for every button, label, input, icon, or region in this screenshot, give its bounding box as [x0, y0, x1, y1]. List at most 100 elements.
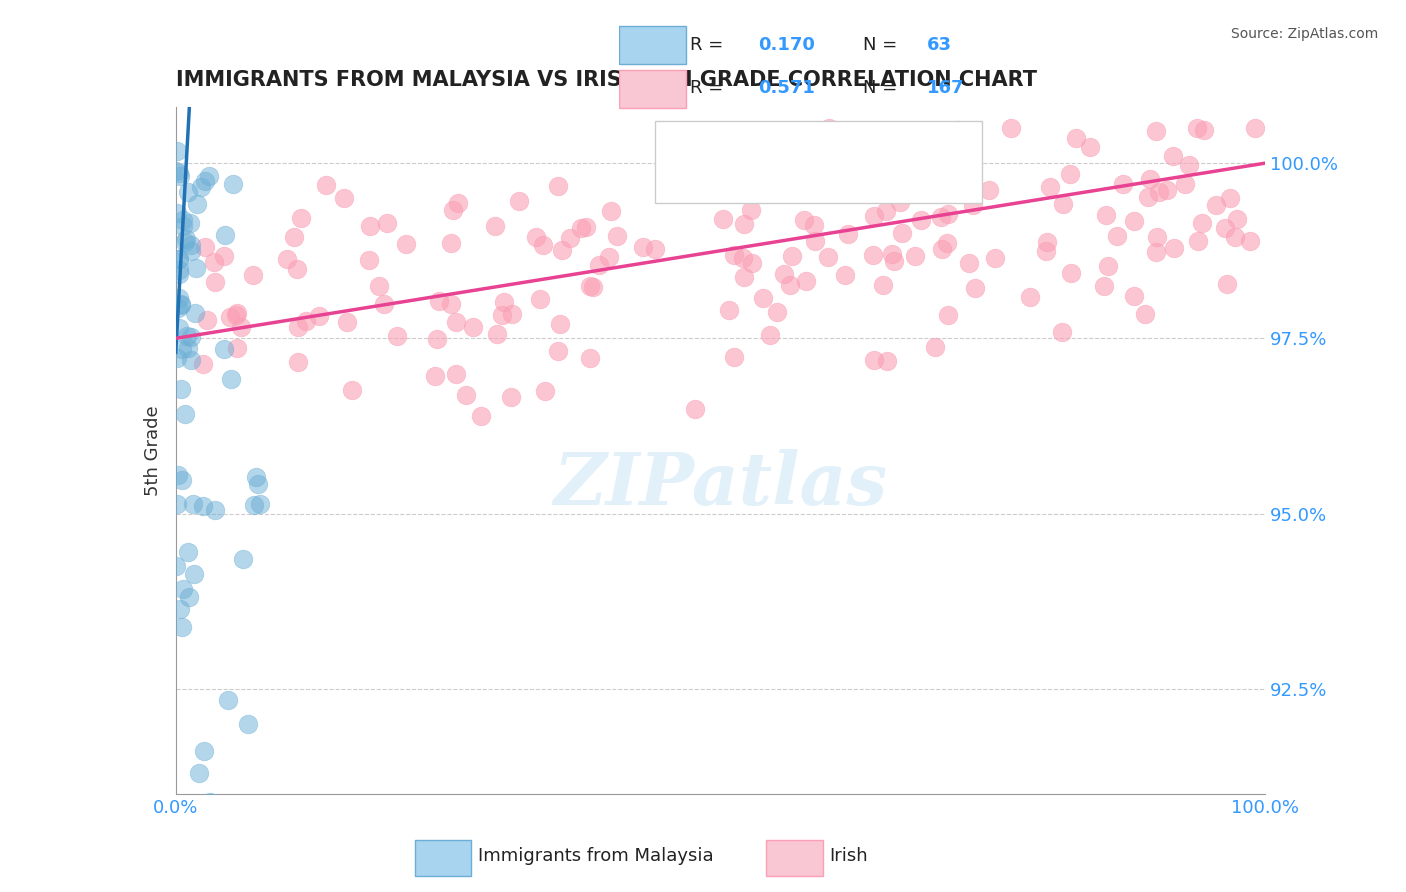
- Point: [492, 295, 515, 310]
- Point: [167, 321, 190, 335]
- Point: [170, 620, 193, 634]
- Point: [862, 247, 884, 261]
- Point: [793, 213, 815, 227]
- Point: [534, 384, 557, 399]
- Point: [723, 248, 745, 262]
- Point: [315, 178, 337, 193]
- Point: [1050, 325, 1073, 339]
- Text: Source: ZipAtlas.com: Source: ZipAtlas.com: [1230, 27, 1378, 41]
- Point: [1163, 241, 1185, 255]
- Point: [560, 231, 582, 245]
- Point: [548, 318, 571, 332]
- Point: [440, 236, 463, 251]
- Point: [931, 242, 953, 256]
- Point: [766, 304, 789, 318]
- Text: R =: R =: [690, 79, 730, 97]
- Point: [167, 252, 190, 267]
- Point: [1133, 307, 1156, 321]
- Point: [188, 766, 211, 780]
- Text: N =: N =: [863, 37, 903, 54]
- Point: [741, 256, 763, 270]
- Point: [582, 280, 605, 294]
- Point: [242, 499, 264, 513]
- Point: [731, 251, 754, 265]
- Point: [217, 693, 239, 707]
- Point: [426, 332, 449, 346]
- Point: [547, 178, 569, 193]
- Point: [359, 253, 381, 268]
- Point: [501, 307, 523, 321]
- Point: [486, 327, 509, 342]
- Point: [242, 268, 264, 283]
- Point: [1191, 216, 1213, 230]
- Point: [461, 320, 484, 334]
- Point: [226, 306, 249, 320]
- Point: [606, 229, 628, 244]
- Point: [177, 185, 200, 199]
- Point: [575, 219, 598, 234]
- Point: [1060, 266, 1083, 280]
- Point: [174, 235, 197, 250]
- Point: [894, 185, 917, 199]
- Point: [1078, 139, 1101, 153]
- Text: 167: 167: [927, 79, 965, 97]
- Point: [1097, 259, 1119, 273]
- Point: [190, 179, 212, 194]
- Point: [579, 351, 602, 365]
- Point: [1095, 208, 1118, 222]
- Point: [683, 402, 706, 417]
- Point: [197, 169, 219, 184]
- Point: [440, 297, 463, 311]
- Point: [579, 278, 602, 293]
- Point: [444, 315, 467, 329]
- Point: [183, 566, 205, 581]
- Point: [167, 166, 190, 180]
- Point: [531, 237, 554, 252]
- Point: [837, 227, 859, 241]
- FancyBboxPatch shape: [415, 839, 471, 876]
- FancyBboxPatch shape: [619, 26, 686, 64]
- Point: [246, 477, 269, 491]
- Point: [977, 183, 1000, 197]
- Point: [214, 227, 236, 242]
- Point: [184, 260, 207, 275]
- Point: [721, 177, 744, 191]
- Point: [373, 297, 395, 311]
- Point: [219, 372, 242, 386]
- Point: [491, 308, 513, 322]
- Point: [860, 166, 883, 180]
- Point: [204, 275, 226, 289]
- Point: [342, 383, 364, 397]
- Text: ZIPatlas: ZIPatlas: [554, 450, 887, 520]
- Point: [758, 327, 780, 342]
- Point: [551, 243, 574, 257]
- Point: [1226, 212, 1249, 227]
- Point: [169, 382, 191, 396]
- Point: [166, 351, 188, 365]
- Point: [194, 174, 217, 188]
- Point: [713, 211, 735, 226]
- Point: [1052, 197, 1074, 211]
- Point: [599, 203, 621, 218]
- Point: [891, 226, 914, 240]
- Point: [181, 497, 204, 511]
- Text: Immigrants from Malaysia: Immigrants from Malaysia: [478, 847, 714, 865]
- Point: [1123, 289, 1146, 303]
- Point: [287, 320, 309, 334]
- Point: [524, 230, 547, 244]
- Point: [1215, 277, 1237, 292]
- Text: Irish: Irish: [830, 847, 868, 865]
- Point: [876, 354, 898, 368]
- Point: [444, 367, 467, 381]
- FancyBboxPatch shape: [766, 839, 823, 876]
- Point: [1156, 183, 1178, 197]
- Point: [169, 602, 191, 616]
- Point: [179, 216, 201, 230]
- Point: [1039, 179, 1062, 194]
- Point: [177, 591, 200, 605]
- Point: [180, 237, 202, 252]
- Point: [194, 240, 217, 254]
- Point: [423, 369, 446, 384]
- Point: [499, 390, 522, 404]
- Point: [180, 329, 202, 343]
